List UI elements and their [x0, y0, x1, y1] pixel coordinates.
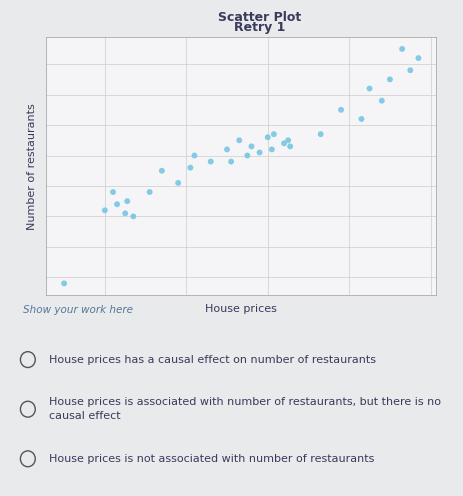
Point	[109, 188, 117, 196]
Point	[284, 136, 291, 144]
Y-axis label: Number of restaurants: Number of restaurants	[27, 103, 38, 230]
Point	[123, 197, 131, 205]
Point	[357, 115, 364, 123]
Point	[286, 142, 293, 150]
Point	[398, 45, 405, 53]
Point	[316, 130, 324, 138]
Point	[113, 200, 120, 208]
Point	[255, 148, 263, 156]
Point	[377, 97, 385, 105]
Text: House prices is not associated with number of restaurants: House prices is not associated with numb…	[49, 454, 373, 464]
Point	[129, 212, 137, 220]
Point	[268, 145, 275, 153]
Text: Retry 1: Retry 1	[234, 21, 285, 34]
Point	[385, 75, 393, 83]
Point	[269, 130, 277, 138]
Point	[235, 136, 243, 144]
Point	[101, 206, 108, 214]
Point	[190, 152, 198, 160]
Point	[280, 139, 287, 147]
Point	[60, 279, 68, 287]
Point	[227, 158, 234, 166]
Text: Show your work here: Show your work here	[23, 305, 133, 315]
Point	[263, 133, 271, 141]
Point	[121, 209, 129, 217]
Point	[243, 152, 250, 160]
Text: House prices is associated with number of restaurants, but there is no
causal ef: House prices is associated with number o…	[49, 397, 440, 421]
Point	[146, 188, 153, 196]
Point	[206, 158, 214, 166]
Point	[158, 167, 165, 175]
Text: House prices has a causal effect on number of restaurants: House prices has a causal effect on numb…	[49, 355, 375, 365]
X-axis label: House prices: House prices	[205, 304, 276, 314]
Point	[186, 164, 194, 172]
Point	[365, 84, 372, 92]
Point	[406, 66, 413, 74]
Point	[247, 142, 255, 150]
Point	[337, 106, 344, 114]
Point	[414, 54, 421, 62]
Text: Scatter Plot: Scatter Plot	[218, 11, 301, 24]
Point	[223, 145, 230, 153]
Point	[174, 179, 181, 187]
